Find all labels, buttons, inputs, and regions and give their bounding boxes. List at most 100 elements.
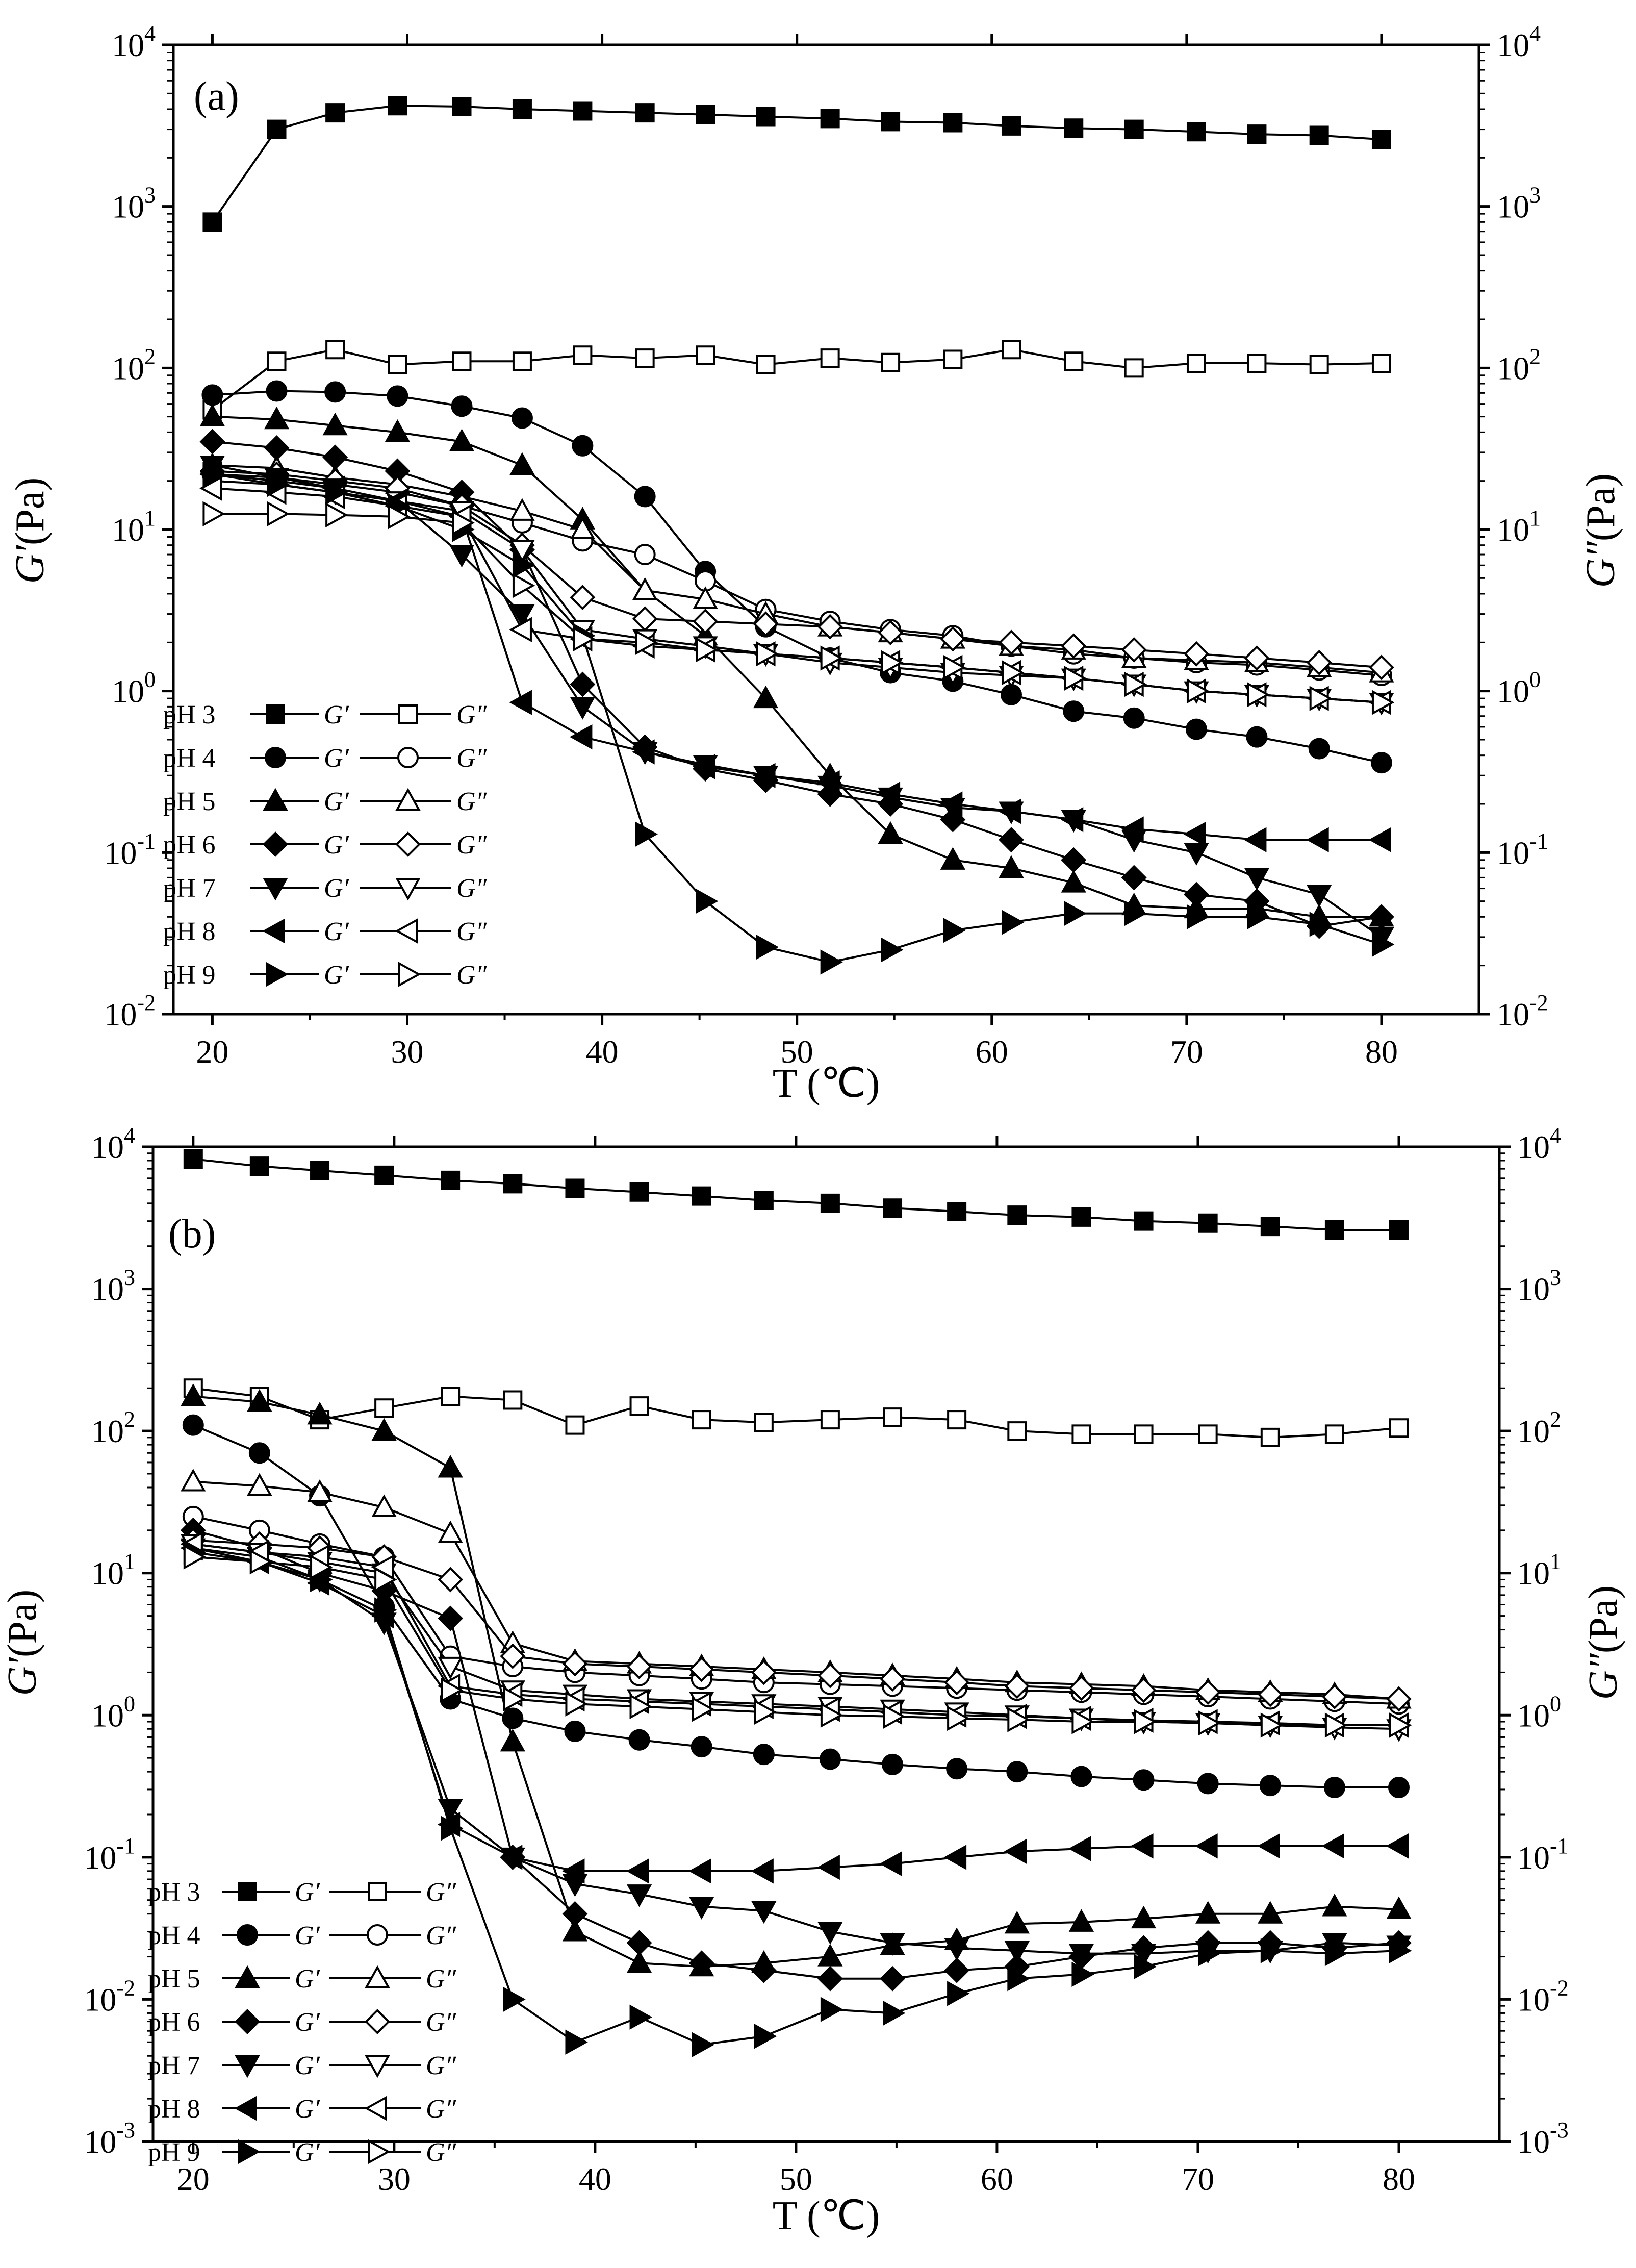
panel-b-data-point	[692, 2032, 715, 2057]
panel-b-x-tick-label: 70	[1182, 2161, 1214, 2197]
panel-a-data-point	[451, 395, 473, 417]
panel-b-data-point	[562, 1901, 588, 1927]
panel-b-x-axis-title: T (℃)	[773, 2194, 880, 2238]
panel-b-y-tick-label-left: 10-1	[84, 1833, 135, 1876]
panel-b-data-point	[1197, 1773, 1219, 1795]
panel-b-data-point	[883, 1407, 903, 1427]
panel-b-data-point	[249, 1156, 269, 1176]
panel-a-data-point	[1369, 654, 1394, 681]
panel-b-data-point	[565, 1178, 585, 1198]
panel-b-data-point	[1070, 1766, 1092, 1787]
panel-b-legend-marker-open	[364, 2096, 387, 2121]
panel-a-data-point	[1186, 678, 1210, 704]
panel-a-data-point	[820, 645, 843, 671]
panel-b-series-line	[193, 1480, 1399, 1700]
panel-a-data-point	[1370, 752, 1392, 774]
panel-b-y-tick-label-left: 100	[91, 1691, 135, 1733]
panel-a-legend-gdoubleprime: G″	[456, 700, 488, 729]
panel-b-data-point	[503, 1174, 523, 1194]
panel-a-data-point	[570, 671, 596, 697]
panel-b-legend-marker-open	[367, 1924, 388, 1946]
panel-a-data-point	[264, 435, 290, 461]
panel-b-data-point	[1321, 1833, 1344, 1859]
panel-b-data-point	[883, 2000, 906, 2026]
panel-a-data-point	[570, 516, 596, 539]
panel-a-y-tick-label-left: 101	[112, 506, 156, 548]
panel-b-legend-gdoubleprime: G″	[426, 2008, 457, 2037]
panel-a-left-axis-title: G′(Pa)	[8, 477, 53, 584]
panel-b-data-point	[947, 1981, 970, 2006]
panel-a-legend-gdoubleprime: G″	[456, 744, 488, 773]
panel-b: 20 30 40 50 60 70 80 10-3 10-3 10-2 10-2 10-1 10-1 10…	[0, 1123, 1626, 2238]
panel-a-data-point	[1244, 827, 1267, 852]
panel-b-legend-gprime: G′	[295, 2051, 321, 2080]
panel-b-legend-label: pH 9	[148, 2138, 200, 2167]
panel-a-data-point	[267, 501, 290, 526]
panel-b-data-point	[181, 1469, 206, 1492]
panel-a-y-tick-label-left: 10-2	[104, 990, 156, 1032]
panel-a-data-point	[753, 611, 779, 637]
panel-a-data-point	[1309, 355, 1329, 374]
panel-a-series-line	[212, 440, 1382, 927]
panel-b-legend-item: pH 7 G′ G″	[148, 2051, 457, 2080]
panel-b-data-point	[817, 1662, 843, 1689]
panel-b-data-point	[503, 1390, 523, 1410]
panel-b-y-tick-label-right: 101	[1517, 1549, 1561, 1592]
panel-b-data-point	[944, 1938, 969, 1961]
panel-a-series-line	[212, 348, 1382, 411]
panel-a-data-point	[325, 103, 345, 123]
panel-b-data-point	[1321, 1684, 1347, 1709]
panel-b-y-tick-label-right: 10-2	[1517, 1975, 1569, 2018]
panel-a-data-point	[632, 577, 658, 600]
panel-a-x-tick-label: 30	[391, 1034, 424, 1070]
panel-a-data-point	[509, 452, 535, 475]
panel-b-data-point	[374, 1165, 394, 1185]
panel-a-data-point	[1184, 881, 1209, 908]
panel-b-data-point	[310, 1554, 333, 1580]
panel-b-y-tick-label-left: 104	[91, 1123, 135, 1165]
panel-a-data-point	[692, 754, 715, 779]
panel-a-legend-gdoubleprime: G″	[456, 874, 488, 903]
panel-b-data-point	[307, 1479, 333, 1502]
panel-b-data-point	[626, 1930, 652, 1956]
panel-b-data-point	[629, 1396, 649, 1416]
panel-b-data-point	[1260, 1712, 1284, 1738]
panel-b-data-point	[944, 1670, 970, 1696]
panel-b-data-point	[1389, 1220, 1409, 1240]
panel-a-data-point	[1186, 354, 1206, 373]
panel-a-data-point	[696, 889, 719, 914]
panel-b-data-point	[751, 1659, 777, 1685]
panel-a-legend-item: pH 8 G′ G″	[163, 917, 488, 946]
panel-b-data-point	[1068, 1836, 1091, 1861]
panel-b-data-point	[1260, 1427, 1280, 1447]
panel-b-series	[180, 1149, 1412, 2057]
panel-a-right-axis-title: G″(Pa)	[1578, 473, 1623, 588]
panel-a-data-point	[325, 502, 348, 528]
panel-b-right-axis-title: G″(Pa)	[1581, 1585, 1626, 1700]
panel-a-data-point	[1371, 931, 1395, 957]
panel-a-data-point	[573, 626, 596, 652]
panel-b-legend-marker-filled	[235, 2055, 260, 2078]
panel-b-data-point	[1324, 1220, 1344, 1240]
panel-a-legend-marker-filled	[262, 918, 285, 944]
panel-b-x-tick-label: 20	[177, 2161, 210, 2197]
panel-b-data-point	[692, 1410, 711, 1430]
panel-a-y-tick-label-right: 10-2	[1497, 990, 1548, 1032]
panel-a-y-tick-label-right: 10-1	[1497, 828, 1548, 871]
panel-a-data-point	[1060, 807, 1084, 833]
panel-b-data-point	[751, 1957, 777, 1983]
panel-b-data-point	[629, 1694, 652, 1720]
panel-b-data-point	[183, 1149, 203, 1169]
panel-a-y-tick-label-left: 104	[112, 21, 156, 63]
panel-b-data-point	[817, 1922, 843, 1945]
panel-a-series-line	[211, 105, 1382, 223]
panel-a-data-point	[1183, 821, 1206, 847]
panel-b-data-point	[438, 1520, 463, 1544]
panel-a-legend-item: pH 3 G′ G″	[163, 700, 488, 729]
panel-a-data-point	[267, 119, 287, 139]
panel-b-data-point	[441, 1170, 461, 1190]
panel-a-legend-item: pH 6 G′ G″	[163, 830, 488, 860]
panel-a-data-point	[1121, 816, 1144, 842]
panel-a-data-point	[1371, 354, 1391, 373]
panel-a-legend-label: pH 3	[163, 700, 216, 729]
